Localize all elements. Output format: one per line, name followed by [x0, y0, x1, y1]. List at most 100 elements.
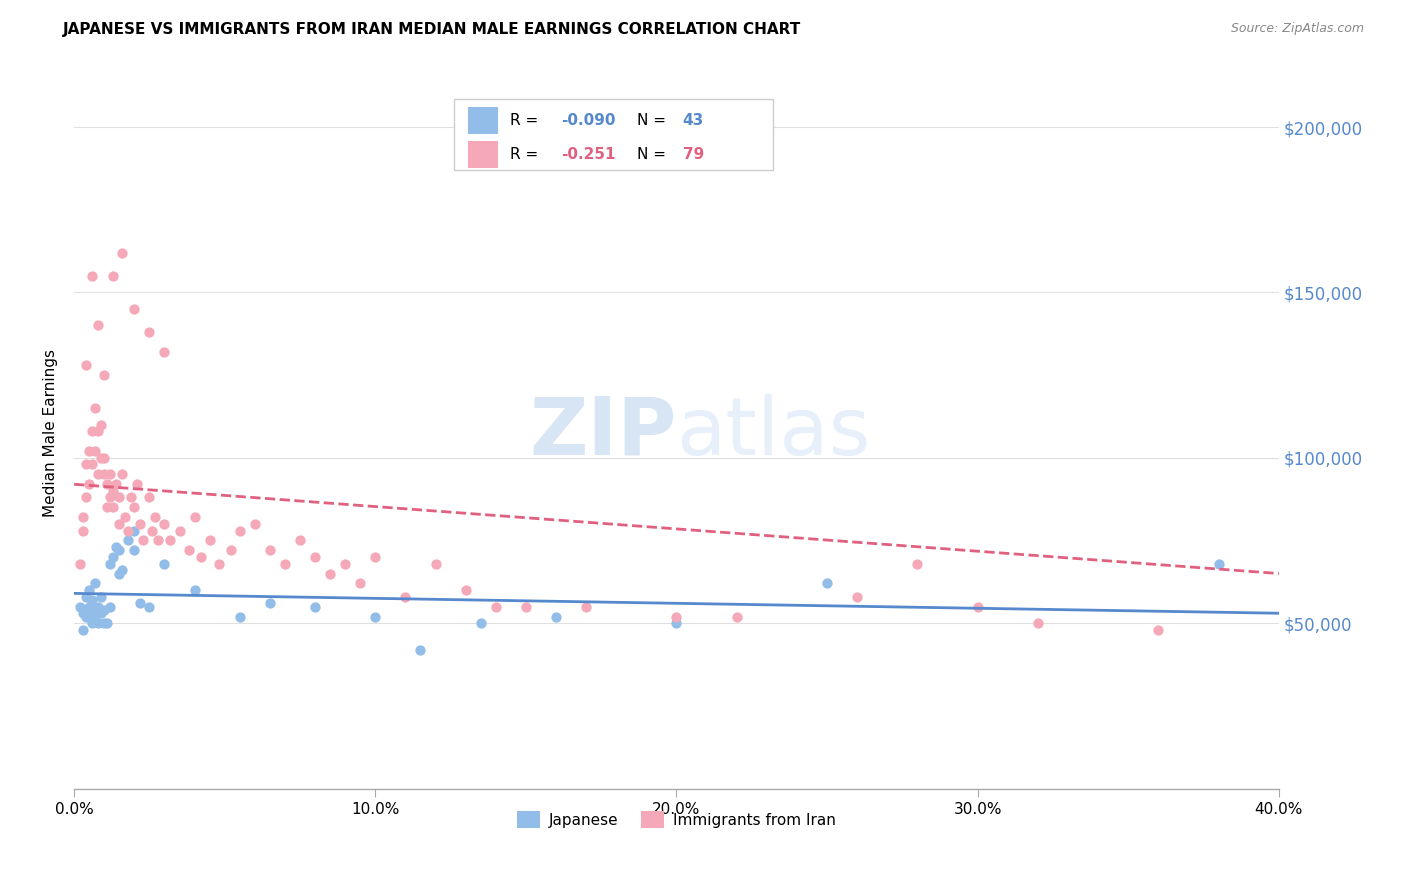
Point [82, 593, 104, 607]
Text: JAPANESE VS IMMIGRANTS FROM IRAN MEDIAN MALE EARNINGS CORRELATION CHART: JAPANESE VS IMMIGRANTS FROM IRAN MEDIAN … [63, 22, 801, 37]
Point [274, 557, 297, 571]
Point [148, 533, 170, 548]
Point [108, 516, 131, 531]
Y-axis label: Median Male Earnings: Median Male Earnings [44, 349, 58, 517]
Text: N =: N = [637, 147, 671, 161]
Point [198, 533, 221, 548]
Point [93, 603, 115, 617]
Point [77, 477, 100, 491]
Point [103, 500, 125, 515]
Text: 43: 43 [682, 112, 704, 128]
Point [96, 477, 118, 491]
Point [183, 510, 205, 524]
Point [229, 609, 252, 624]
Point [124, 500, 146, 515]
Point [665, 609, 688, 624]
Point [117, 524, 139, 538]
Point [87, 599, 110, 614]
Point [75, 609, 97, 624]
Point [208, 557, 231, 571]
Point [87, 616, 110, 631]
Point [105, 540, 128, 554]
Point [349, 576, 371, 591]
Point [394, 590, 416, 604]
Point [470, 616, 492, 631]
Point [108, 491, 131, 505]
Point [124, 301, 146, 316]
Point [129, 516, 152, 531]
Point [907, 557, 929, 571]
Point [364, 549, 387, 564]
Point [75, 458, 97, 472]
Point [93, 467, 115, 482]
Point [84, 401, 107, 416]
Point [333, 557, 356, 571]
Point [75, 491, 97, 505]
Point [114, 510, 136, 524]
Point [219, 543, 242, 558]
Point [425, 557, 447, 571]
Text: R =: R = [510, 147, 548, 161]
Point [87, 425, 110, 439]
Point [69, 557, 91, 571]
Point [846, 590, 869, 604]
Point [665, 616, 688, 631]
Point [103, 268, 125, 283]
Point [84, 576, 107, 591]
Point [129, 596, 152, 610]
Point [815, 576, 838, 591]
Text: 79: 79 [682, 147, 704, 161]
Point [93, 616, 115, 631]
Point [159, 533, 181, 548]
Point [98, 557, 121, 571]
Point [111, 563, 134, 577]
Point [98, 491, 121, 505]
Point [90, 590, 112, 604]
Point [454, 583, 477, 598]
Point [72, 623, 94, 637]
Point [72, 606, 94, 620]
Point [138, 491, 160, 505]
Point [304, 549, 326, 564]
Point [120, 491, 142, 505]
Point [124, 543, 146, 558]
Point [87, 467, 110, 482]
Point [82, 268, 104, 283]
Point [82, 616, 104, 631]
Point [82, 425, 104, 439]
Point [82, 606, 104, 620]
Point [319, 566, 342, 581]
Point [93, 368, 115, 383]
Point [77, 583, 100, 598]
Point [103, 483, 125, 498]
Point [84, 444, 107, 458]
Point [966, 599, 988, 614]
Point [90, 606, 112, 620]
Point [105, 477, 128, 491]
Point [229, 524, 252, 538]
Point [72, 524, 94, 538]
Point [138, 325, 160, 339]
Text: ZIP: ZIP [529, 394, 676, 472]
Text: atlas: atlas [676, 394, 870, 472]
Point [82, 458, 104, 472]
Point [111, 467, 134, 482]
Point [485, 599, 508, 614]
Point [72, 510, 94, 524]
Point [117, 533, 139, 548]
Point [1026, 616, 1049, 631]
Point [1208, 557, 1230, 571]
Point [69, 599, 91, 614]
FancyBboxPatch shape [454, 99, 773, 169]
Point [515, 599, 537, 614]
Point [725, 609, 748, 624]
Point [243, 516, 266, 531]
Point [575, 599, 598, 614]
FancyBboxPatch shape [468, 141, 498, 168]
Point [132, 533, 155, 548]
Point [153, 345, 176, 359]
Point [124, 524, 146, 538]
Point [90, 417, 112, 432]
Point [96, 616, 118, 631]
Text: Source: ZipAtlas.com: Source: ZipAtlas.com [1230, 22, 1364, 36]
